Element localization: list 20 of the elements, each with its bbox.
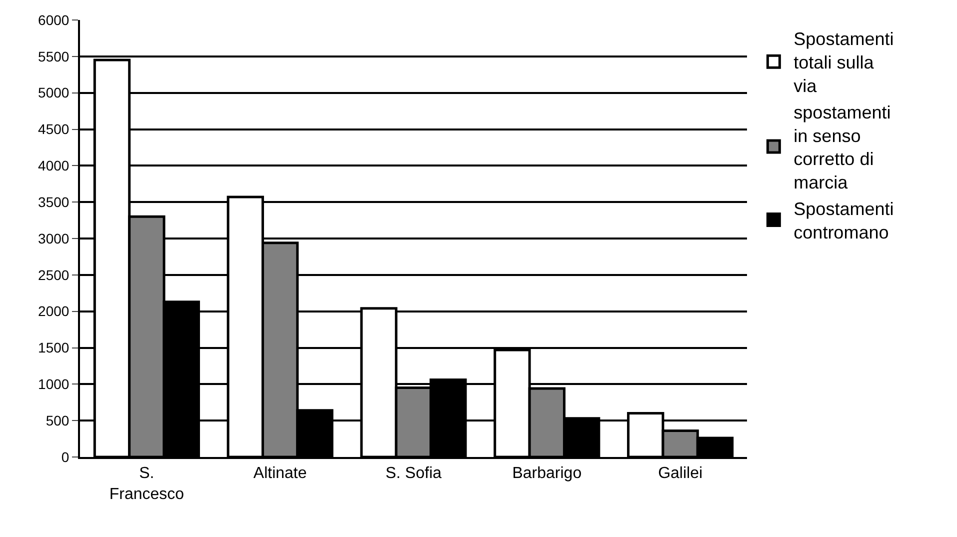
y-tick-label: 4500 xyxy=(38,121,70,138)
y-tick-label: 1500 xyxy=(38,340,70,356)
x-tick-label: S. Sofia xyxy=(385,465,442,482)
legend-label: spostamenti in senso corretto di marcia xyxy=(794,102,891,193)
y-tick-label: 3000 xyxy=(38,230,70,246)
y-tick-label: 2000 xyxy=(38,303,70,320)
y-tick-label: 2500 xyxy=(38,266,70,283)
legend-label: Spostamenti contromano xyxy=(794,199,894,242)
y-tick-label: 5000 xyxy=(38,84,70,101)
x-tick-label: Barbarigo xyxy=(512,465,582,482)
y-tick-label: 500 xyxy=(46,412,70,428)
y-tick-label: 1000 xyxy=(38,376,70,392)
y-tick-label: 4000 xyxy=(38,158,70,174)
y-tick-label: 6000 xyxy=(38,12,70,28)
x-tick-label: S. Francesco xyxy=(109,465,184,503)
x-tick-label: Altinate xyxy=(253,465,307,482)
y-tick-label: 0 xyxy=(61,448,70,465)
y-tick-label: 3500 xyxy=(38,194,70,210)
y-tick-label: 5500 xyxy=(38,48,70,64)
x-tick-label: Galilei xyxy=(658,465,703,482)
